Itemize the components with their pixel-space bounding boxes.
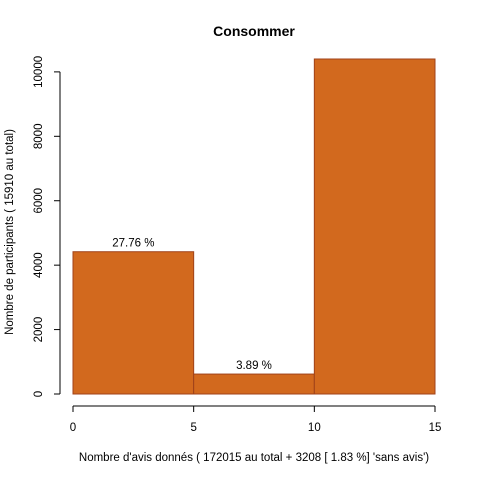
x-tick-label: 10 bbox=[308, 422, 321, 434]
y-tick-label: 8000 bbox=[33, 124, 45, 150]
bar-percent-label: 3.89 % bbox=[236, 360, 272, 372]
x-tick-label: 15 bbox=[429, 422, 442, 434]
bar-labels-group: 27.76 % 3.89 % bbox=[112, 238, 272, 372]
y-tick-label: 10000 bbox=[33, 56, 45, 88]
bar-percent-label: 27.76 % bbox=[112, 238, 154, 250]
y-tick-label: 4000 bbox=[33, 252, 45, 278]
bars-group bbox=[72, 58, 436, 395]
y-tick-label: 6000 bbox=[33, 188, 45, 214]
x-tick-label: 0 bbox=[70, 422, 76, 434]
histogram-bar bbox=[193, 373, 315, 395]
x-axis-label: Nombre d'avis donnés ( 172015 au total +… bbox=[79, 452, 429, 464]
x-axis: 0 5 10 15 bbox=[70, 405, 442, 434]
y-axis-label: Nombre de participants ( 15910 au total) bbox=[4, 129, 16, 335]
histogram-bar bbox=[72, 251, 195, 395]
histogram-bar bbox=[313, 58, 436, 395]
x-tick-label: 5 bbox=[190, 422, 196, 434]
y-axis: 0 2000 4000 6000 8000 10000 bbox=[33, 56, 61, 397]
y-tick-label: 0 bbox=[33, 391, 45, 397]
y-tick-label: 2000 bbox=[33, 317, 45, 343]
chart-title: Consommer bbox=[213, 23, 295, 39]
